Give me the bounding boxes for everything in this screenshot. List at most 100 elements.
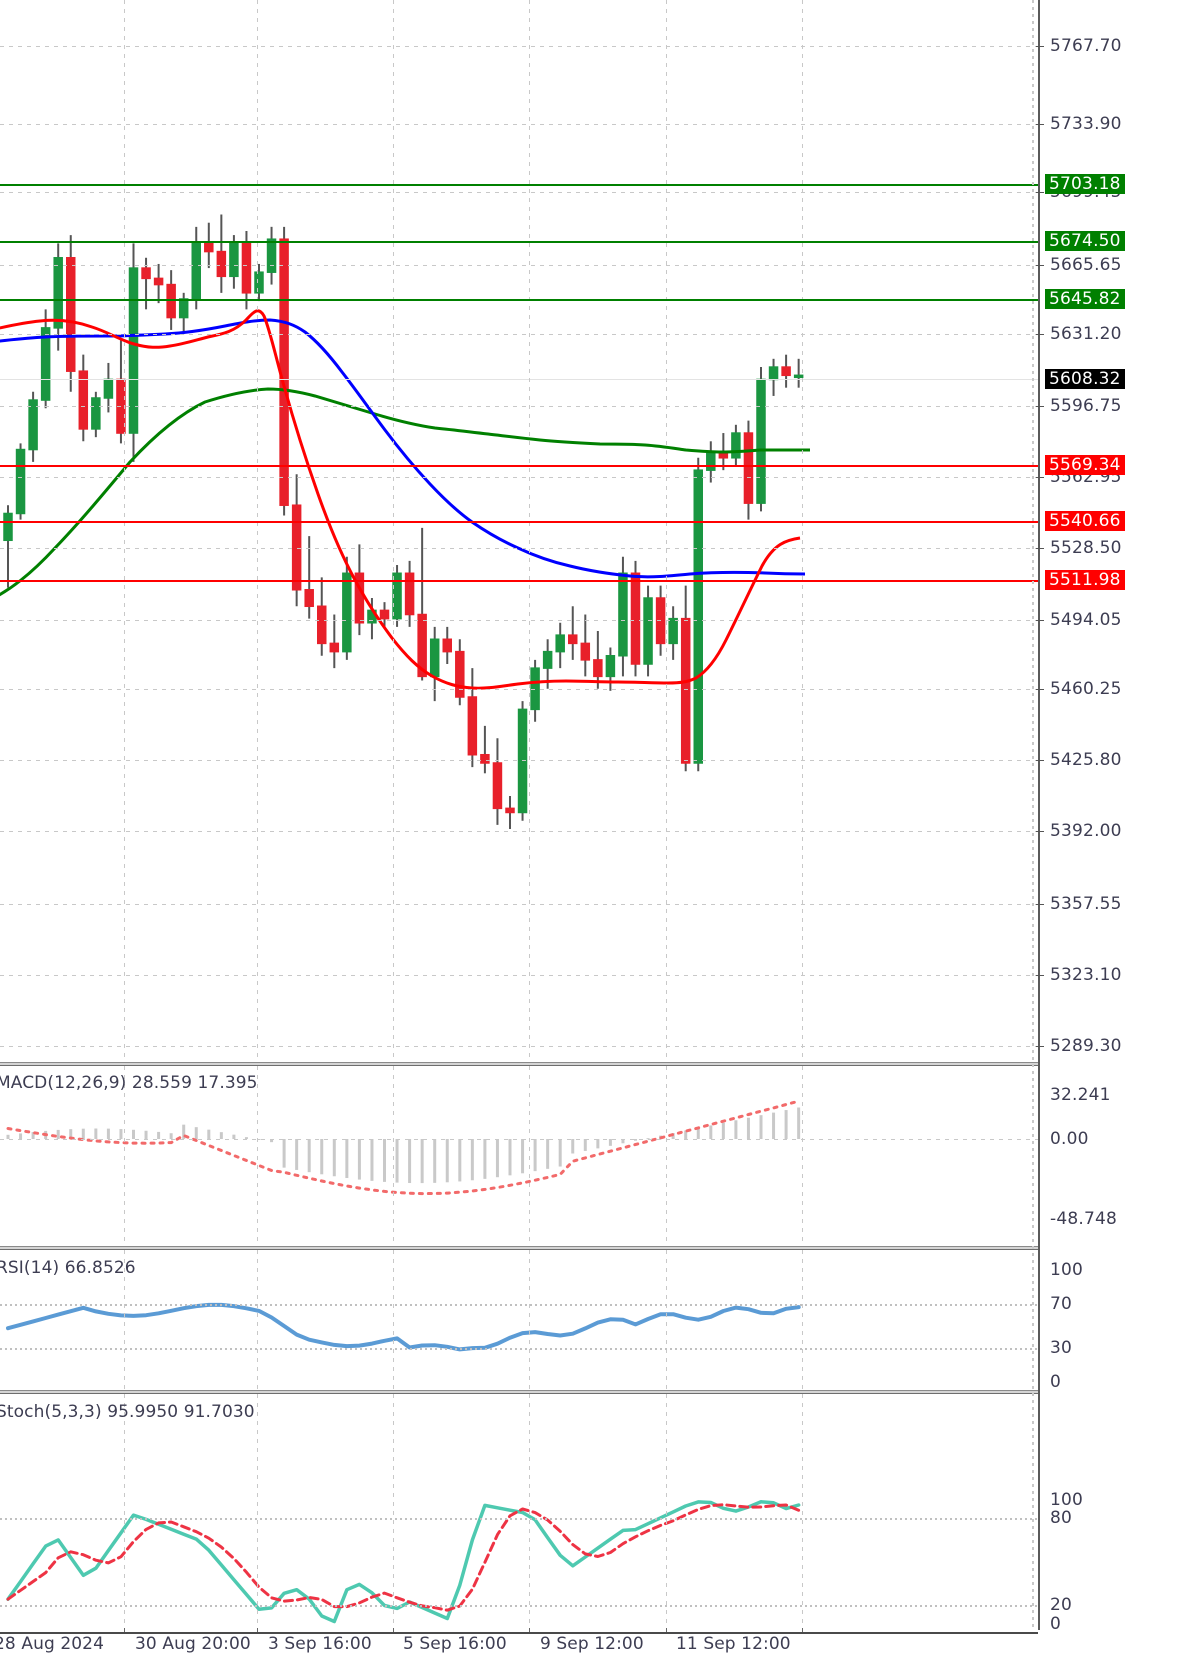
resistance-line-5674[interactable] [0,241,1038,243]
gridline-v [529,1250,530,1390]
axis-dotted-rail [1032,0,1034,1630]
stoch-axis-tick: 80 [1050,1508,1073,1528]
gridline-v [257,1250,258,1390]
last-price-gridline [0,379,1038,380]
gridline-h [0,548,1038,549]
rsi-series [6,1302,801,1352]
gridline-v [666,0,667,1062]
resistance-badge[interactable]: 5674.50 [1045,231,1125,251]
rsi-panel[interactable] [0,1250,1038,1390]
gridline-h [0,477,1038,478]
price-axis-tick: 5392.00 [1036,821,1122,841]
support-badge[interactable]: 5511.98 [1045,570,1125,590]
price-axis-tick: 5494.05 [1036,610,1122,630]
gridline-h [0,975,1038,976]
candlestick-series [0,214,810,829]
support-line-5569[interactable] [0,465,1038,467]
rsi-axis-tick: 100 [1050,1260,1084,1280]
time-axis-tick [124,1628,125,1634]
macd-axis-tick: 32.241 [1050,1085,1111,1105]
gridline-h [0,904,1038,905]
price-chart-panel[interactable] [0,0,1038,1062]
time-axis[interactable]: 28 Aug 2024 30 Aug 20:00 3 Sep 16:00 5 Sep … [0,1628,1038,1666]
price-axis-tick: 5323.10 [1036,965,1122,985]
last-price-badge[interactable]: 5608.32 [1045,369,1125,389]
gridline-v [802,1394,803,1630]
support-badge[interactable]: 5569.34 [1045,455,1125,475]
price-axis-tick: 5528.50 [1036,538,1122,558]
rsi-level-70 [0,1304,1038,1306]
price-axis-column[interactable] [1038,0,1200,1666]
gridline-v [666,1066,667,1246]
gridline-h [0,689,1038,690]
rsi-axis-tick: 0 [1050,1372,1062,1392]
time-axis-label: 3 Sep 16:00 [268,1634,372,1654]
macd-axis-tick: -48.748 [1050,1209,1118,1229]
gridline-h [0,1046,1038,1047]
support-line-5540[interactable] [0,521,1038,523]
gridline-v [529,0,530,1062]
rsi-label: RSI(14) 66.8526 [0,1258,136,1278]
gridline-v [393,1394,394,1630]
time-axis-label: 5 Sep 16:00 [403,1634,507,1654]
macd-label: MACD(12,26,9) 28.559 17.395 [0,1073,258,1093]
stoch-axis-tick: 20 [1050,1595,1073,1615]
resistance-line-5703[interactable] [0,184,1038,186]
macd-zero-gridline [0,1139,1038,1140]
time-axis-tick [257,1628,258,1634]
macd-signal-line [6,1099,801,1196]
resistance-line-5645[interactable] [0,299,1038,301]
stoch-axis-tick: 0 [1050,1614,1062,1634]
macd-plot-area[interactable] [0,1066,1038,1246]
gridline-v [124,1250,125,1390]
macd-histogram [6,1107,801,1184]
gridline-h [0,334,1038,335]
time-axis-label: 11 Sep 12:00 [676,1634,791,1654]
gridline-h [0,192,1038,193]
price-axis-tick: 5733.90 [1036,114,1122,134]
ma-green-line [0,387,810,597]
macd-panel[interactable] [0,1066,1038,1666]
resistance-badge[interactable]: 5703.18 [1045,174,1125,194]
time-axis-label: 9 Sep 12:00 [540,1634,644,1654]
gridline-v [666,1250,667,1390]
stoch-panel[interactable] [0,1394,1038,1630]
stoch-level-20 [0,1605,1038,1607]
support-line-5511[interactable] [0,580,1038,582]
price-axis-tick: 5289.30 [1036,1036,1122,1056]
support-badge[interactable]: 5540.66 [1045,511,1125,531]
gridline-h [0,831,1038,832]
time-axis-label: 28 Aug 2024 [0,1634,104,1654]
gridline-v [257,0,258,1062]
time-axis-tick [802,1628,803,1634]
price-axis-tick: 5425.80 [1036,750,1122,770]
gridline-v [802,1066,803,1246]
gridline-v [257,1394,258,1630]
gridline-h [0,46,1038,47]
time-axis-line [0,1632,1038,1634]
macd-series [6,1099,801,1196]
gridline-h [0,760,1038,761]
gridline-h [0,124,1038,125]
axis-vertical-line [1038,0,1040,1630]
gridline-v [666,1394,667,1630]
rsi-axis-tick: 30 [1050,1338,1073,1358]
price-axis-tick: 5631.20 [1036,324,1122,344]
gridline-v [124,0,125,1062]
rsi-line [6,1302,801,1352]
stoch-axis-tick: 100 [1050,1490,1084,1510]
stoch-series [6,1500,801,1624]
gridline-v [393,0,394,1062]
panel-separator [0,1390,1200,1394]
gridline-v [124,1394,125,1630]
gridline-v [393,1066,394,1246]
gridline-v [802,0,803,1062]
price-axis-tick: 5460.25 [1036,679,1122,699]
resistance-badge[interactable]: 5645.82 [1045,289,1125,309]
stoch-label: Stoch(5,3,3) 95.9950 91.7030 [0,1402,255,1422]
gridline-h [0,406,1038,407]
macd-axis-tick: 0.00 [1050,1129,1089,1149]
time-axis-tick [666,1628,667,1634]
price-axis-tick: 5665.65 [1036,255,1122,275]
